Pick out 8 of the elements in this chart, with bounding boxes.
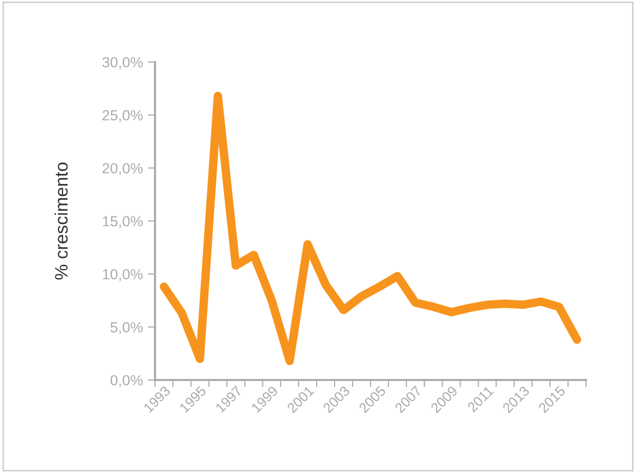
y-tick-label: 20,0%	[102, 163, 143, 176]
y-tick-label: 15,0%	[102, 216, 143, 228]
y-tick-label: 5,0%	[110, 322, 143, 334]
y-tick-label: 0,0%	[110, 375, 143, 388]
y-tick-label: 30,0%	[102, 57, 143, 70]
y-tick-label: 10,0%	[102, 269, 143, 282]
y-axis-title: % crescimento	[54, 162, 68, 280]
y-tick-label: 25,0%	[102, 110, 143, 122]
